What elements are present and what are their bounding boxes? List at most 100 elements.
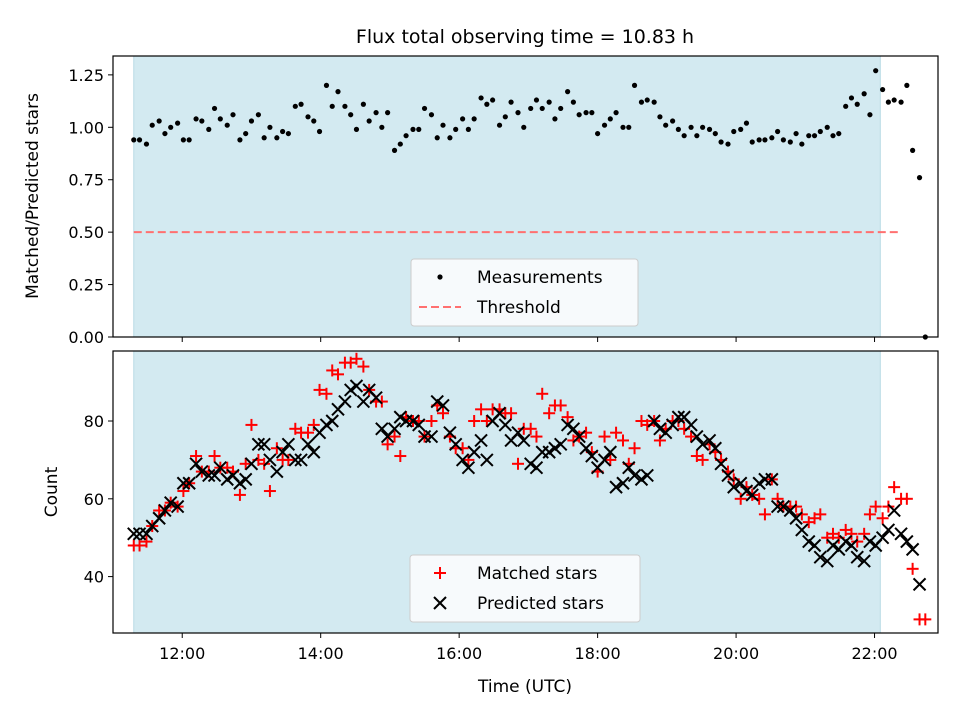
measurement-point <box>546 99 552 105</box>
predicted-star-marker <box>850 550 864 564</box>
matched-star-marker <box>468 415 481 428</box>
predicted-star-marker <box>301 437 315 452</box>
x-tick-label: 20:00 <box>713 644 759 663</box>
matched-star-marker <box>313 383 326 396</box>
predicted-star-marker <box>560 418 575 432</box>
measurement-point <box>799 141 805 147</box>
matched-star-marker <box>462 453 475 466</box>
legend-threshold-label: Threshold <box>476 298 561 318</box>
bottom-y-ticks: 40 60 80 <box>84 412 113 587</box>
predicted-star-marker <box>244 457 259 471</box>
predicted-star-marker <box>579 441 593 455</box>
measurement-point <box>237 137 243 143</box>
matched-star-marker <box>876 512 889 525</box>
predicted-star-marker <box>695 437 710 452</box>
predicted-star-marker <box>820 554 834 568</box>
matched-star-marker <box>480 415 493 428</box>
y-tick-label: 1.25 <box>68 66 104 85</box>
measurement-point <box>873 68 879 74</box>
measurement-point <box>298 101 304 107</box>
matched-star-marker <box>320 387 333 400</box>
bottom-panel: 40 60 80 12:00 14:00 16:00 18:00 20:00 22:00 Co… <box>42 350 939 697</box>
measurement-point <box>601 122 608 128</box>
measurement-point <box>595 130 601 137</box>
measurement-point <box>830 133 836 139</box>
predicted-star-marker <box>511 425 525 440</box>
measurement-point <box>843 103 849 109</box>
bottom-legend: Matched stars Predicted stars <box>409 554 641 623</box>
predicted-star-marker <box>213 460 228 475</box>
measurement-point <box>638 99 645 105</box>
measurement-point <box>528 105 534 112</box>
measurement-point <box>657 114 663 120</box>
measurement-point <box>898 99 904 105</box>
predicted-star-marker <box>807 538 822 553</box>
predicted-star-marker <box>270 464 284 479</box>
top-legend-box <box>410 258 639 327</box>
matched-star-marker <box>604 453 617 466</box>
measurement-point <box>416 126 422 132</box>
measurement-point <box>261 135 267 141</box>
predicted-star-marker <box>517 433 531 448</box>
measurement-point <box>891 97 897 103</box>
measurement-point <box>440 122 446 128</box>
matched-star-marker <box>561 411 574 424</box>
measurement-point <box>700 124 706 130</box>
measurement-point <box>539 105 545 112</box>
x-tick-label: 14:00 <box>298 644 344 663</box>
measurement-point <box>255 112 261 118</box>
predicted-star-marker <box>548 441 562 455</box>
measurement-point <box>243 130 249 137</box>
predicted-star-marker <box>498 418 513 432</box>
measurement-point <box>434 135 440 141</box>
measurement-point <box>848 95 855 101</box>
top-x-ticks <box>181 337 876 342</box>
matched-star-marker <box>270 442 283 455</box>
predicted-star-marker <box>900 534 914 549</box>
predicted-star-marker <box>622 460 636 475</box>
predicted-star-marker <box>739 484 754 498</box>
measurement-point <box>428 112 435 118</box>
measurement-point <box>230 112 236 118</box>
measurement-point <box>410 126 416 132</box>
measurement-point <box>688 124 694 130</box>
measurement-point <box>143 141 150 147</box>
measurement-point <box>224 122 230 128</box>
y-tick-label: 0.75 <box>68 171 104 190</box>
x-axis-label: Time (UTC) <box>477 677 572 697</box>
measurement-point <box>280 128 286 135</box>
measurement-point <box>651 99 657 105</box>
measurement-point <box>366 118 372 124</box>
predicted-star-marker <box>838 534 853 549</box>
measurement-point <box>762 137 768 143</box>
matched-star-marker <box>381 438 394 451</box>
measurement-point <box>780 137 786 143</box>
predicted-star-marker <box>542 445 556 459</box>
measurement-point <box>373 110 379 116</box>
predicted-star-marker <box>844 538 859 553</box>
predicted-star-marker <box>461 460 476 475</box>
predicted-star-markers <box>127 379 927 592</box>
measurement-point <box>769 135 775 141</box>
matched-star-marker <box>610 426 623 439</box>
y-tick-label: 0.25 <box>68 276 104 295</box>
predicted-star-marker <box>905 542 920 557</box>
predicted-star-marker <box>776 499 791 514</box>
y-tick-label: 40 <box>84 568 104 587</box>
chart-title: Flux total observing time = 10.83 h <box>356 26 694 48</box>
predicted-star-marker <box>727 480 741 494</box>
predicted-star-marker <box>170 499 185 514</box>
measurement-point <box>211 105 218 112</box>
matched-star-marker <box>888 481 901 494</box>
predicted-star-marker <box>523 457 538 471</box>
predicted-star-marker <box>881 523 896 537</box>
measurement-point <box>136 137 143 143</box>
measurement-point <box>285 130 291 137</box>
predicted-star-marker <box>665 418 680 432</box>
measurement-point <box>168 124 174 130</box>
measurement-point <box>738 126 744 132</box>
predicted-star-marker <box>795 523 809 537</box>
measurement-point <box>675 126 681 132</box>
predicted-star-marker <box>813 550 828 564</box>
measurement-point <box>502 114 508 120</box>
